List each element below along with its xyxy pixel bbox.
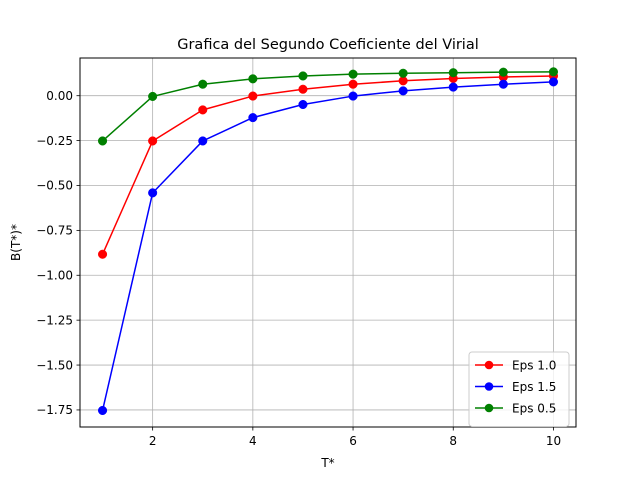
y-tick-label: −1.50 [36,358,73,372]
series-line-eps-1-0 [101,75,554,255]
x-tick-label: 8 [449,434,457,448]
plot-frame [79,57,577,428]
legend-item-eps-0-5: Eps 0.5 [475,401,556,415]
data-point-eps-0-5 [448,68,458,78]
legend-swatch-marker [484,382,494,391]
data-point-eps-1-0 [148,136,158,146]
data-point-eps-1-5 [97,405,108,416]
data-point-eps-0-5 [148,91,158,101]
series-line-eps-1-5 [101,81,554,411]
chart-title: Grafica del Segundo Coeficiente del Viri… [177,37,479,53]
x-tick-label: 10 [546,434,561,448]
x-tick-label: 6 [349,434,357,448]
x-tick-label: 4 [249,434,257,448]
series-eps-1-5 [97,77,559,416]
legend-swatch-marker [484,360,494,370]
data-point-eps-1-0 [348,79,358,89]
grid [80,58,576,427]
y-tick-label: −1.25 [36,313,73,327]
data-point-eps-1-5 [348,91,358,101]
y-tick-label: −1.00 [36,268,73,282]
data-point-eps-0-5 [298,71,308,81]
data-point-eps-1-5 [398,86,408,96]
data-point-eps-1-0 [298,84,308,94]
data-point-eps-0-5 [348,69,358,79]
data-point-eps-0-5 [498,67,508,77]
x-axis-label: T* [320,456,334,470]
legend-label: Eps 0.5 [512,401,556,415]
data-point-eps-1-5 [248,113,258,123]
y-tick-label: −1.75 [36,403,73,417]
data-point-eps-0-5 [398,68,408,78]
legend-label: Eps 1.5 [512,380,556,394]
data-point-eps-1-5 [548,77,559,87]
data-point-eps-1-5 [498,79,508,89]
legend-item-eps-1-0: Eps 1.0 [475,358,556,372]
legend-item-eps-1-5: Eps 1.5 [475,380,556,394]
series-group [97,67,559,416]
legend: Eps 1.0 Eps 1.5 Eps 0.5 [468,351,570,427]
data-point-eps-0-5 [198,79,208,89]
y-axis-label: B(T*)* [9,224,23,261]
series-eps-0-5 [97,67,559,146]
y-tick-label: −0.75 [36,224,73,238]
data-point-eps-0-5 [97,136,108,146]
y-tick-label: 0.00 [46,89,73,103]
data-point-eps-1-5 [198,136,208,146]
data-point-eps-1-5 [148,188,158,198]
data-point-eps-1-0 [198,105,208,115]
data-point-eps-0-5 [548,67,559,77]
series-line-eps-0-5 [102,71,554,142]
y-tick-label: −0.25 [36,134,73,148]
data-point-eps-0-5 [248,74,258,84]
x-tick-label: 2 [149,434,157,448]
data-point-eps-1-0 [248,91,258,101]
axis-ticks: 2 4 6 8 10 0.00 −0.25 −0.50 −0.75 −1.00 −1.25 −1.50… [36,89,561,448]
data-point-eps-1-5 [448,82,458,92]
y-tick-label: −0.50 [36,179,73,193]
legend-swatch-marker [484,403,494,413]
legend-label: Eps 1.0 [512,358,556,372]
data-point-eps-1-0 [97,249,108,259]
data-point-eps-1-5 [298,99,308,110]
